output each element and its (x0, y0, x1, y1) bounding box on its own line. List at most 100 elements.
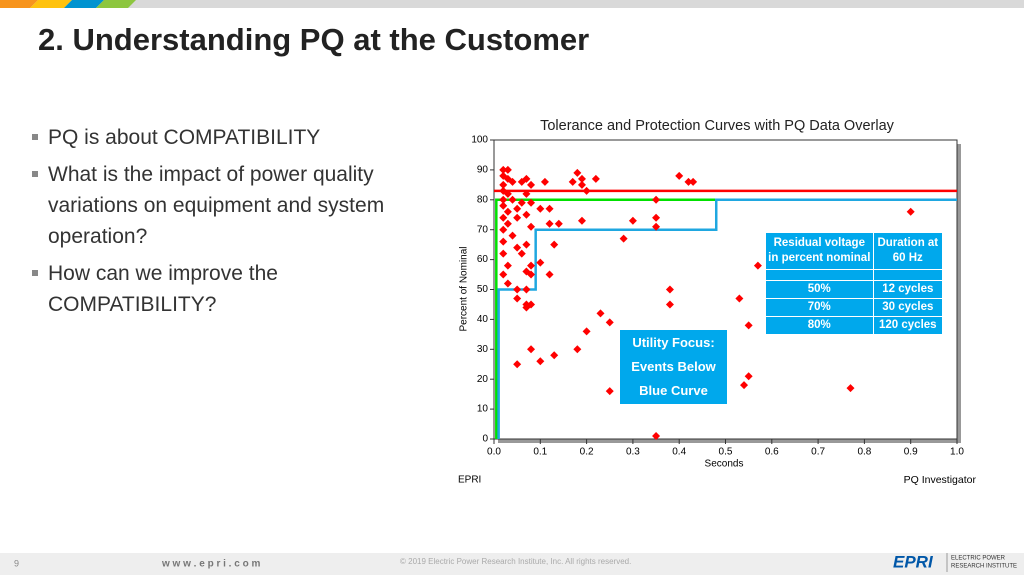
point (513, 213, 522, 222)
point (513, 204, 522, 213)
point (582, 327, 591, 336)
point (517, 249, 526, 258)
spacer (765, 269, 874, 281)
point (513, 285, 522, 294)
x-tick-label: 0.9 (904, 447, 918, 458)
x-tick-label: 0.5 (719, 447, 733, 458)
y-tick-label: 60 (477, 254, 489, 265)
x-tick-label: 0.1 (533, 447, 547, 458)
y-tick-label: 90 (477, 165, 489, 176)
point (527, 345, 536, 354)
point (545, 204, 554, 213)
point (499, 195, 508, 204)
spacer (872, 269, 944, 281)
table-cell: 120 cycles (872, 316, 944, 335)
point (513, 294, 522, 303)
point (652, 195, 661, 204)
point (522, 240, 531, 249)
bullet-line: How can we improve the (48, 262, 278, 285)
point (689, 177, 698, 186)
point (665, 285, 674, 294)
point (503, 189, 512, 198)
note-box: Utility Focus: Events Below Blue Curve (620, 330, 727, 404)
copyright: © 2019 Electric Power Research Institute… (400, 557, 631, 566)
point (503, 207, 512, 216)
point (503, 279, 512, 288)
stripe (0, 0, 38, 8)
x-tick-label: 0.4 (672, 447, 686, 458)
point (628, 216, 637, 225)
point (527, 261, 536, 270)
point (619, 234, 628, 243)
logo-text: ELECTRIC POWER (951, 556, 1006, 562)
point (536, 357, 545, 366)
point (499, 225, 508, 234)
point (503, 219, 512, 228)
curve (497, 198, 957, 439)
bullet: How can we improve the COMPATIBILITY? (30, 258, 384, 320)
point (522, 174, 531, 183)
point (513, 360, 522, 369)
point (684, 177, 693, 186)
y-tick-label: 20 (477, 374, 489, 385)
x-tick-label: 0.6 (765, 447, 779, 458)
point (573, 345, 582, 354)
bullet-list: PQ is about COMPATIBILITY What is the imp… (30, 122, 384, 326)
bullet-line: COMPATIBILITY? (48, 293, 217, 316)
stripe (96, 0, 136, 8)
footer-url: w w w . e p r i . c o m (161, 559, 260, 570)
point (508, 195, 517, 204)
point (527, 180, 536, 189)
logo: EPRI (893, 552, 934, 571)
point (582, 186, 591, 195)
point (554, 219, 563, 228)
table-cell: 30 cycles (872, 298, 944, 317)
point (753, 261, 762, 270)
y-tick-label: 50 (477, 284, 489, 295)
x-tick-label: 0.3 (626, 447, 640, 458)
point (527, 222, 536, 231)
point (499, 213, 508, 222)
x-tick-label: 0.8 (857, 447, 871, 458)
point (596, 309, 605, 318)
point (545, 219, 554, 228)
logo-text: RESEARCH INSTITUTE (951, 564, 1017, 570)
point (906, 207, 915, 216)
y-tick-label: 40 (477, 314, 489, 325)
bullet-line: operation? (48, 225, 148, 248)
slide-title: 2. Understanding PQ at the Customer (38, 22, 589, 57)
stripe (64, 0, 104, 8)
y-axis-label: Percent of Nominal (459, 246, 470, 331)
point (499, 237, 508, 246)
top-band (0, 0, 1024, 8)
y-tick-label: 10 (477, 404, 489, 415)
point (508, 177, 517, 186)
point (527, 198, 536, 207)
point (652, 213, 661, 222)
footer-band (0, 553, 1024, 575)
point (744, 372, 753, 381)
bullet: What is the impact of power quality varia… (30, 159, 384, 252)
point (744, 321, 753, 330)
point (675, 171, 684, 180)
point (499, 180, 508, 189)
table-header: Duration at 60 Hz (872, 232, 944, 270)
point (550, 240, 559, 249)
x-tick-label: 0.7 (811, 447, 825, 458)
y-tick-label: 100 (471, 135, 488, 146)
point (499, 165, 508, 174)
point (568, 177, 577, 186)
table-header: Residual voltage in percent nominal (765, 232, 874, 270)
point (652, 432, 661, 441)
point (508, 231, 517, 240)
point (577, 180, 586, 189)
x-tick-label: 1.0 (950, 447, 964, 458)
duration-table: Residual voltage in percent nominal Durat… (765, 232, 944, 335)
point (499, 249, 508, 258)
point (536, 204, 545, 213)
table-cell: 50% (765, 280, 874, 299)
stripe (30, 0, 72, 8)
point (577, 174, 586, 183)
note-line: Blue Curve (639, 383, 708, 398)
point (577, 216, 586, 225)
